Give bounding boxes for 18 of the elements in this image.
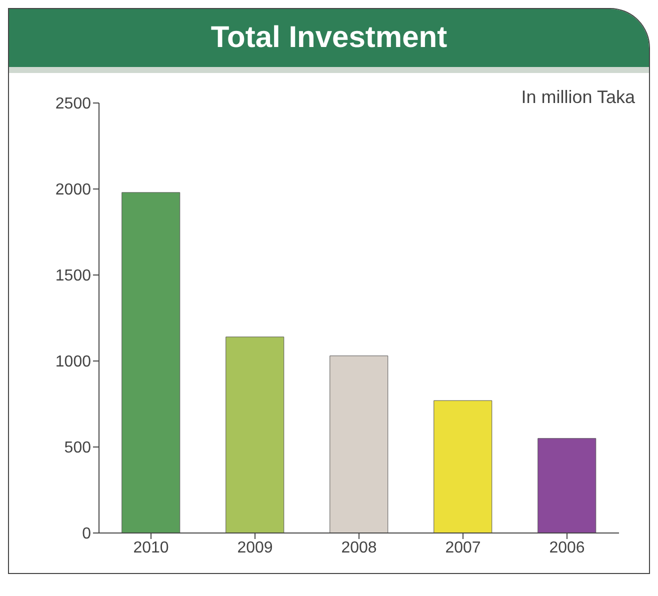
y-tick-label: 1000 — [55, 354, 92, 371]
bar — [434, 400, 492, 533]
chart-title: Total Investment — [9, 9, 649, 73]
x-tick-label: 2006 — [549, 539, 585, 556]
x-tick-label: 2007 — [445, 539, 481, 556]
x-tick-label: 2010 — [133, 539, 169, 556]
bar — [538, 438, 596, 533]
bar — [226, 336, 284, 533]
y-tick-label: 0 — [82, 526, 92, 543]
y-tick-label: 2500 — [55, 96, 92, 113]
y-tick-label: 2000 — [55, 182, 92, 199]
x-tick-label: 2008 — [341, 539, 377, 556]
annotation: In million Taka — [521, 87, 635, 108]
x-tick-label: 2009 — [237, 539, 273, 556]
y-tick-label: 1500 — [55, 268, 92, 285]
y-tick-label: 500 — [64, 440, 92, 457]
bar — [330, 356, 388, 533]
bar — [122, 192, 180, 533]
